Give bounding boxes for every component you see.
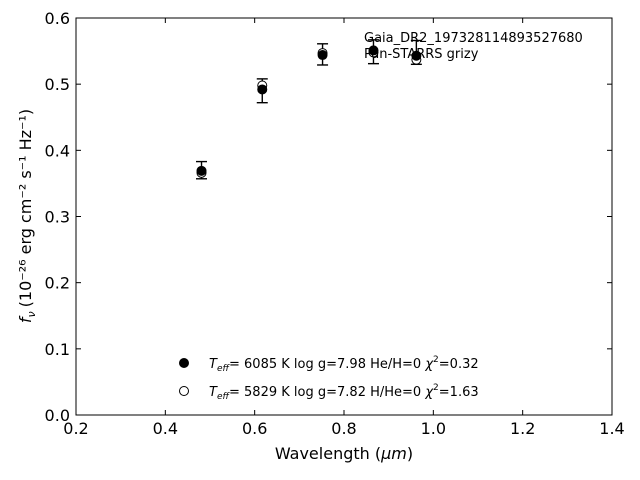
legend-marker-open — [179, 386, 189, 396]
y-tick-label: 0.1 — [45, 340, 70, 359]
data-marks — [196, 39, 422, 180]
x-tick-label: 1.0 — [421, 419, 446, 438]
legend-marker-filled — [179, 358, 189, 368]
plot-frame — [75, 17, 613, 416]
legend: Teff= 6085 K log g=7.98 He/H=0 χ2=0.32 T… — [179, 355, 479, 402]
legend-entry-2: Teff= 5829 K log g=7.82 H/He=0 χ2=1.63 — [179, 383, 479, 402]
annotation-object-name: Gaia_DR2_1973281148935276​80 — [364, 31, 583, 46]
axis-ticks: 0.2 0.4 0.6 0.8 1.0 1.2 1.4 0.0 0.1 0.2 0.3 0.4 0.5 0… — [45, 9, 625, 438]
model-point-filled — [317, 50, 328, 61]
x-tick-label: 0.6 — [242, 419, 267, 438]
legend-entry-1: Teff= 6085 K log g=7.98 He/H=0 χ2=0.32 — [179, 355, 479, 374]
annotation-survey: Pan-STARRS grizy — [364, 47, 479, 62]
model-point-filled — [411, 50, 422, 61]
legend-teff-1: Teff= 6085 K log g=7.98 He/H=0 χ2=0.32 — [209, 355, 479, 374]
model-point-filled — [368, 45, 379, 56]
x-tick-label: 0.2 — [63, 419, 88, 438]
y-tick-label: 0.6 — [45, 9, 70, 28]
y-tick-label: 0.0 — [45, 406, 70, 425]
legend-teff-2: Teff= 5829 K log g=7.82 H/He=0 χ2=1.63 — [209, 383, 479, 402]
y-tick-label: 0.5 — [45, 75, 70, 94]
model-point-filled — [257, 84, 268, 95]
y-axis-label: fν(10⁻²⁶ erg cm⁻² s⁻¹ Hz⁻¹) — [16, 109, 38, 323]
x-tick-label: 1.4 — [599, 419, 624, 438]
y-tick-label: 0.3 — [45, 208, 70, 227]
x-axis-label: Wavelength (μm) — [275, 444, 413, 463]
y-tick-label: 0.2 — [45, 274, 70, 293]
y-tick-label: 0.4 — [45, 141, 70, 160]
model-point-filled — [196, 165, 207, 176]
x-tick-label: 0.4 — [153, 419, 178, 438]
x-tick-label: 0.8 — [331, 419, 356, 438]
x-tick-label: 1.2 — [510, 419, 535, 438]
